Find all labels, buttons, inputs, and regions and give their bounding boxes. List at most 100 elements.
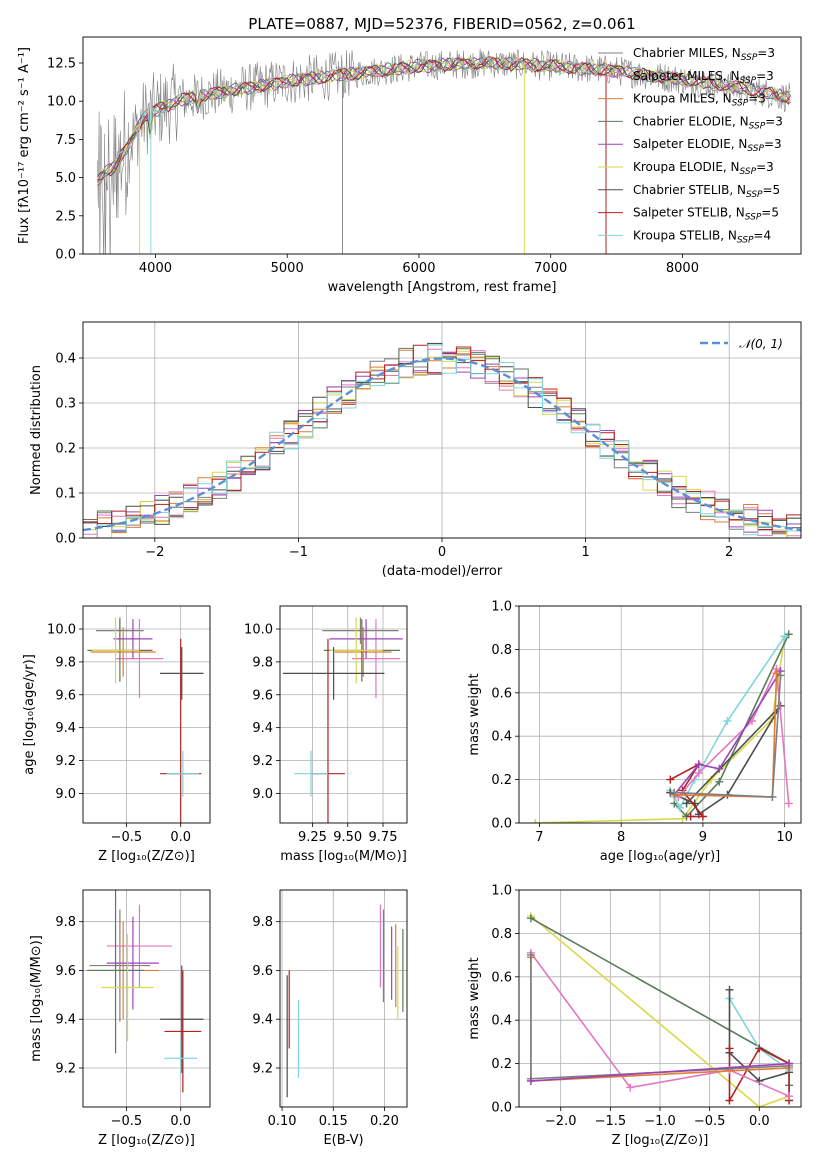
- x-axis-label: wavelength [Angstrom, rest frame]: [328, 280, 557, 295]
- x-tick-label: 8: [617, 830, 625, 845]
- y-tick-label: 0.2: [55, 442, 76, 457]
- legend-label: Salpeter MILES, NSSP=3: [633, 69, 774, 86]
- point-kroupa-stelib: [294, 750, 328, 797]
- x-tick-label: 0.15: [319, 1114, 348, 1129]
- series-salpeter-elodie: [526, 1059, 794, 1085]
- legend-label-text: Kroupa ELODIE, N: [633, 160, 740, 174]
- y-tick-label: 9.4: [252, 1013, 273, 1028]
- legend-label: Salpeter STELIB, NSSP=5: [633, 206, 779, 223]
- point-kroupa-elodie: [329, 617, 384, 684]
- legend-label-text: Kroupa MILES, N: [633, 92, 732, 106]
- y-tick-label: 9.0: [252, 787, 273, 802]
- x-axis-label: age [log₁₀(age/yr)]: [600, 849, 721, 864]
- x-tick-label: −2.0: [545, 1114, 577, 1129]
- legend-subscript: SSP: [745, 213, 762, 223]
- y-axis-label: mass weight: [467, 957, 482, 1039]
- point-kroupa-elodie: [91, 617, 140, 684]
- x-axis-label: (data-model)/error: [382, 564, 503, 579]
- legend-subscript: SSP: [737, 235, 754, 245]
- legend-nssp: =5: [761, 206, 779, 220]
- x-tick-label: 7000: [534, 261, 567, 276]
- x-tick-label: 6000: [402, 261, 435, 276]
- axes-age_vs_mass: 9.25 9.50 9.75 9.0 9.2 9.4 9.6 9.8 10.0 mass [log…: [244, 605, 408, 864]
- point-salpeter-stelib: [164, 970, 202, 1093]
- point-salpeter-elodie: [329, 619, 403, 659]
- plot-frame: [279, 889, 408, 1108]
- axes-mass_vs_Z: −0.5 0.0 9.2 9.4 9.6 9.8 Z [log₁₀(Z/Z⊙)] mass […: [29, 889, 211, 1148]
- legend-subscript: SSP: [749, 121, 766, 131]
- axes-weight_vs_age: 7 8 9 10 0.0 0.2 0.4 0.6 0.8 1.0 age [log₁₀(age/yr…: [467, 600, 802, 864]
- plot-frame: [518, 889, 802, 1108]
- x-tick-label: 0.0: [749, 1114, 770, 1129]
- legend-label: Kroupa STELIB, NSSP=4: [633, 228, 771, 245]
- point-kroupa-miles: [335, 627, 392, 677]
- model-spectrum-salpeter-miles: [97, 56, 791, 183]
- y-tick-label: 9.2: [55, 1061, 76, 1076]
- legend-label-text: Salpeter MILES, N: [633, 69, 740, 83]
- y-tick-label: 9.2: [252, 754, 273, 769]
- x-axis-label: Z [log₁₀(Z/Z⊙)]: [612, 1133, 709, 1148]
- plus-marker: [780, 632, 789, 641]
- x-tick-label: 0.10: [268, 1114, 297, 1129]
- legend-subscript: SSP: [740, 76, 757, 86]
- legend-nssp: =3: [756, 160, 774, 174]
- normal-distribution-curve: [83, 357, 801, 532]
- model-spectrum-salpeter-elodie: [97, 57, 791, 183]
- x-tick-label: −0.5: [111, 830, 143, 845]
- legend-nssp: =3: [756, 69, 774, 83]
- legend-subscript: SSP: [741, 53, 758, 63]
- plus-marker: [776, 671, 785, 680]
- y-tick-label: 9.6: [55, 688, 76, 703]
- y-tick-label: 0.0: [491, 1101, 512, 1116]
- y-tick-label: 9.6: [252, 688, 273, 703]
- series-salpeter-elodie: [670, 667, 785, 799]
- legend-nssp: =3: [757, 46, 775, 60]
- point-salpeter-elodie: [113, 619, 153, 659]
- plus-marker: [723, 717, 732, 726]
- plot-frame: [82, 605, 211, 824]
- point-salpeter-miles: [106, 904, 173, 988]
- point-kroupa-miles: [90, 627, 156, 677]
- y-tick-label: 10.0: [47, 623, 76, 638]
- plus-marker: [698, 812, 707, 821]
- x-tick-label: 2: [725, 545, 733, 560]
- point-kroupa-stelib: [166, 750, 200, 797]
- legend-subscript: SSP: [747, 144, 764, 154]
- y-tick-label: 0.6: [491, 970, 512, 985]
- plus-marker: [526, 1076, 535, 1085]
- x-tick-label: −1.5: [595, 1114, 627, 1129]
- point-chabrier-miles: [322, 617, 399, 644]
- legend-label: Salpeter ELODIE, NSSP=3: [633, 137, 782, 154]
- y-tick-label: 9.0: [55, 787, 76, 802]
- series-kroupa-elodie: [531, 632, 789, 823]
- x-tick-label: 9.75: [369, 830, 398, 845]
- model-spectrum-chabrier-stelib: [97, 57, 791, 178]
- plus-marker: [725, 1096, 734, 1105]
- series-line: [530, 952, 790, 1097]
- x-tick-label: 0.0: [170, 1114, 191, 1129]
- y-tick-label: 5.0: [55, 171, 76, 186]
- plus-marker: [785, 1059, 794, 1068]
- y-tick-label: 0.4: [491, 730, 512, 745]
- x-axis-label: Z [log₁₀(Z/Z⊙)]: [98, 1133, 195, 1148]
- series-line: [530, 915, 790, 1107]
- plus-marker: [755, 1103, 764, 1107]
- point-chabrier-miles: [89, 909, 151, 1022]
- x-tick-label: 9: [699, 830, 707, 845]
- plus-marker: [725, 985, 734, 994]
- x-tick-label: 9.25: [298, 830, 327, 845]
- x-tick-label: 0.0: [170, 830, 191, 845]
- legend-label: Chabrier ELODIE, NSSP=3: [633, 114, 783, 131]
- point-salpeter-miles: [351, 619, 400, 699]
- x-tick-label: −1: [289, 545, 308, 560]
- y-tick-label: 0.0: [491, 817, 512, 832]
- y-tick-label: 9.6: [55, 964, 76, 979]
- plus-marker: [768, 792, 777, 801]
- legend-label-text: Salpeter ELODIE, N: [633, 137, 747, 151]
- legend-nssp: =3: [765, 114, 783, 128]
- y-tick-label: 10.0: [244, 623, 273, 638]
- y-tick-label: 9.8: [55, 655, 76, 670]
- y-axis-label: mass [log₁₀(M/M⊙)]: [29, 935, 44, 1062]
- legend-label-text: Chabrier MILES, N: [633, 46, 741, 60]
- point-kroupa-elodie: [101, 933, 154, 1042]
